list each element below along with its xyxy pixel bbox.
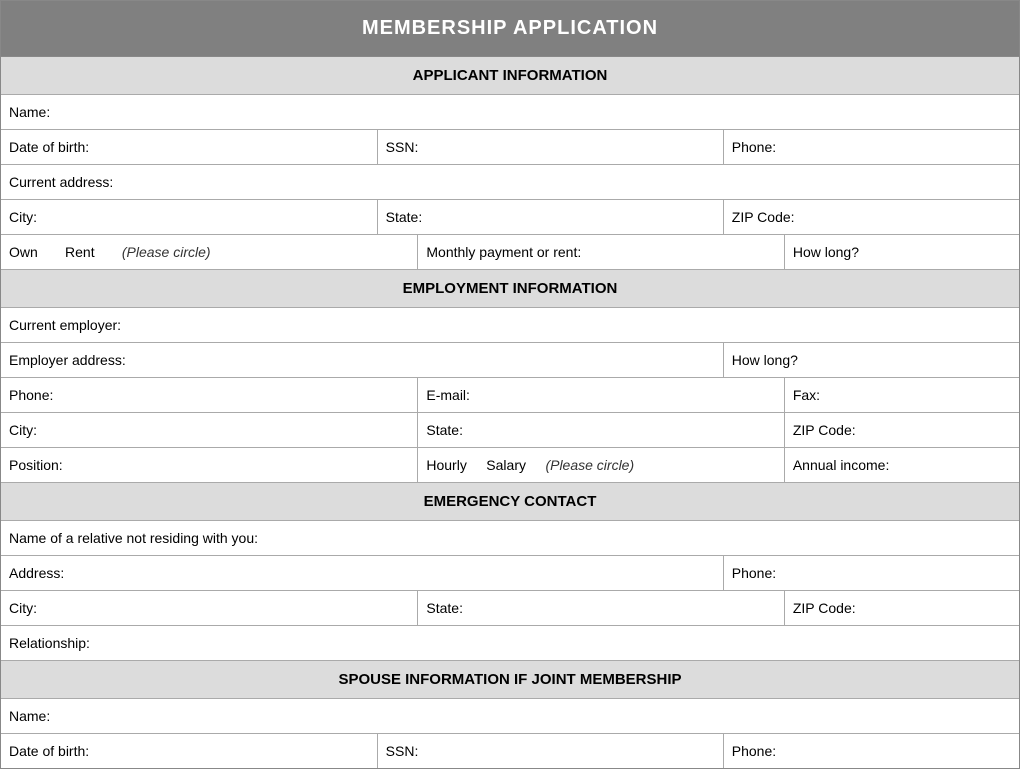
field-own-rent[interactable]: Own Rent (Please circle) <box>1 235 418 269</box>
field-emp-zip[interactable]: ZIP Code: <box>785 413 1019 447</box>
row-emergency-city-state-zip: City: State: ZIP Code: <box>1 591 1019 626</box>
field-city[interactable]: City: <box>1 200 378 234</box>
row-emergency-address-phone: Address: Phone: <box>1 556 1019 591</box>
row-spouse-name: Name: <box>1 699 1019 734</box>
row-current-address: Current address: <box>1 165 1019 200</box>
field-dob[interactable]: Date of birth: <box>1 130 378 164</box>
row-emp-city-state-zip: City: State: ZIP Code: <box>1 413 1019 448</box>
field-phone[interactable]: Phone: <box>724 130 1019 164</box>
field-fax[interactable]: Fax: <box>785 378 1019 412</box>
section-emergency-header: EMERGENCY CONTACT <box>1 483 1019 521</box>
field-name[interactable]: Name: <box>1 95 1019 129</box>
section-spouse-header: SPOUSE INFORMATION IF JOINT MEMBERSHIP <box>1 661 1019 699</box>
circle-hint: (Please circle) <box>122 244 211 260</box>
field-how-long[interactable]: How long? <box>785 235 1019 269</box>
field-monthly-payment[interactable]: Monthly payment or rent: <box>418 235 784 269</box>
field-emp-state[interactable]: State: <box>418 413 784 447</box>
field-employer-address[interactable]: Employer address: <box>1 343 724 377</box>
own-option: Own <box>9 244 38 260</box>
row-current-employer: Current employer: <box>1 308 1019 343</box>
field-emergency-address[interactable]: Address: <box>1 556 724 590</box>
row-applicant-dob-ssn-phone: Date of birth: SSN: Phone: <box>1 130 1019 165</box>
membership-form: MEMBERSHIP APPLICATION APPLICANT INFORMA… <box>0 0 1020 769</box>
field-position[interactable]: Position: <box>1 448 418 482</box>
circle-hint-2: (Please circle) <box>545 457 634 473</box>
field-state[interactable]: State: <box>378 200 724 234</box>
form-title: MEMBERSHIP APPLICATION <box>1 1 1019 57</box>
field-spouse-phone[interactable]: Phone: <box>724 734 1019 768</box>
field-hourly-salary[interactable]: Hourly Salary (Please circle) <box>418 448 784 482</box>
field-emp-how-long[interactable]: How long? <box>724 343 1019 377</box>
field-zip[interactable]: ZIP Code: <box>724 200 1019 234</box>
row-employer-address: Employer address: How long? <box>1 343 1019 378</box>
field-emergency-zip[interactable]: ZIP Code: <box>785 591 1019 625</box>
field-emp-phone[interactable]: Phone: <box>1 378 418 412</box>
field-spouse-name[interactable]: Name: <box>1 699 1019 733</box>
field-emergency-state[interactable]: State: <box>418 591 784 625</box>
field-emergency-phone[interactable]: Phone: <box>724 556 1019 590</box>
row-position-hourly-income: Position: Hourly Salary (Please circle) … <box>1 448 1019 483</box>
field-current-employer[interactable]: Current employer: <box>1 308 1019 342</box>
field-emergency-city[interactable]: City: <box>1 591 418 625</box>
row-emp-phone-email-fax: Phone: E-mail: Fax: <box>1 378 1019 413</box>
field-ssn[interactable]: SSN: <box>378 130 724 164</box>
field-relationship[interactable]: Relationship: <box>1 626 1019 660</box>
field-email[interactable]: E-mail: <box>418 378 784 412</box>
field-spouse-dob[interactable]: Date of birth: <box>1 734 378 768</box>
field-current-address[interactable]: Current address: <box>1 165 1019 199</box>
section-applicant-header: APPLICANT INFORMATION <box>1 57 1019 95</box>
field-emp-city[interactable]: City: <box>1 413 418 447</box>
field-relative-name[interactable]: Name of a relative not residing with you… <box>1 521 1019 555</box>
row-applicant-city-state-zip: City: State: ZIP Code: <box>1 200 1019 235</box>
row-applicant-name: Name: <box>1 95 1019 130</box>
section-employment-header: EMPLOYMENT INFORMATION <box>1 270 1019 308</box>
salary-option: Salary <box>486 457 526 473</box>
field-spouse-ssn[interactable]: SSN: <box>378 734 724 768</box>
rent-option: Rent <box>65 244 95 260</box>
row-relative-name: Name of a relative not residing with you… <box>1 521 1019 556</box>
hourly-option: Hourly <box>426 457 466 473</box>
row-spouse-dob-ssn-phone: Date of birth: SSN: Phone: <box>1 734 1019 768</box>
field-annual-income[interactable]: Annual income: <box>785 448 1019 482</box>
row-own-rent: Own Rent (Please circle) Monthly payment… <box>1 235 1019 270</box>
row-relationship: Relationship: <box>1 626 1019 661</box>
